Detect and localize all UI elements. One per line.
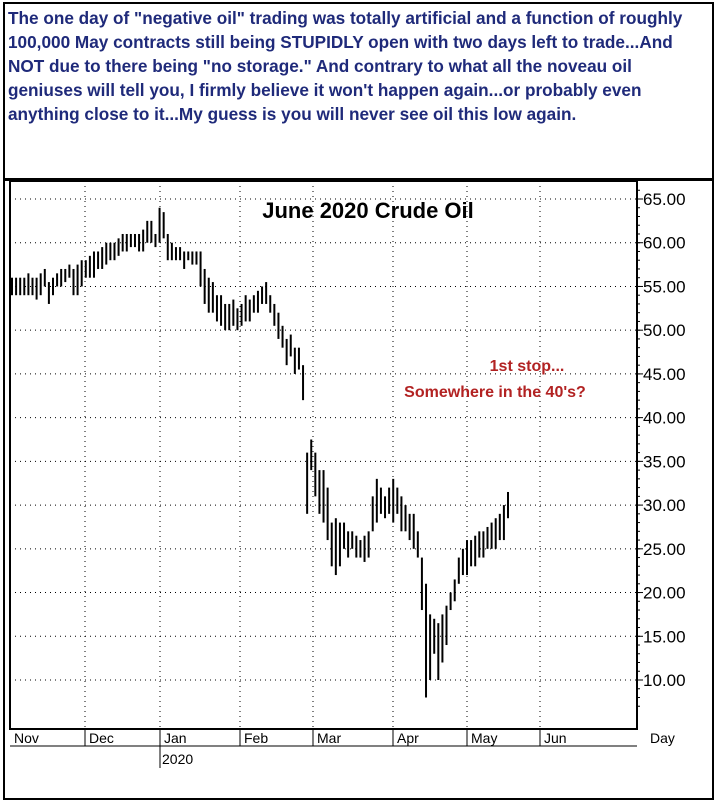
commentary-text: The one day of "negative oil" trading wa… bbox=[8, 8, 683, 124]
horizontal-gridlines bbox=[10, 198, 637, 681]
y-tick-label: 40.00 bbox=[643, 409, 686, 428]
annotation-line-1: 1st stop... bbox=[490, 358, 565, 375]
x-tick-label: Jun bbox=[544, 730, 567, 746]
period-label: Day bbox=[650, 730, 675, 746]
y-tick-label: 45.00 bbox=[643, 365, 686, 384]
y-tick-label: 30.00 bbox=[643, 496, 686, 515]
y-tick-label: 20.00 bbox=[643, 584, 686, 603]
x-tick-label: Feb bbox=[244, 730, 268, 746]
plot-area bbox=[9, 180, 638, 730]
x-tick-label: Apr bbox=[397, 730, 419, 746]
y-tick-label: 55.00 bbox=[643, 277, 686, 296]
y-tick-label: 15.00 bbox=[643, 627, 686, 646]
y-axis: 10.00 15.00 20.00 25.00 30.00 35.00 40.00 45.00… bbox=[637, 189, 686, 707]
y-tick-label: 60.00 bbox=[643, 234, 686, 253]
vertical-gridlines bbox=[84, 181, 541, 729]
x-tick-label: Nov bbox=[14, 730, 39, 746]
y-tick-label: 10.00 bbox=[643, 671, 686, 690]
price-bars bbox=[11, 207, 509, 698]
y-tick-label: 50.00 bbox=[643, 321, 686, 340]
y-tick-label: 25.00 bbox=[643, 540, 686, 559]
x-tick-label: May bbox=[471, 730, 497, 746]
x-axis: Nov Dec Jan Feb Mar Apr May Jun bbox=[14, 729, 567, 768]
chart-frame bbox=[3, 2, 714, 800]
y-tick-label: 65.00 bbox=[643, 190, 686, 209]
chart-title: June 2020 Crude Oil bbox=[262, 198, 474, 223]
x-tick-label: Mar bbox=[317, 730, 341, 746]
year-label: 2020 bbox=[162, 751, 193, 767]
x-tick-label: Dec bbox=[89, 730, 114, 746]
annotation-line-2: Somewhere in the 40's? bbox=[404, 384, 586, 401]
header-divider bbox=[3, 178, 714, 181]
y-tick-label: 35.00 bbox=[643, 452, 686, 471]
x-tick-label: Jan bbox=[164, 730, 187, 746]
